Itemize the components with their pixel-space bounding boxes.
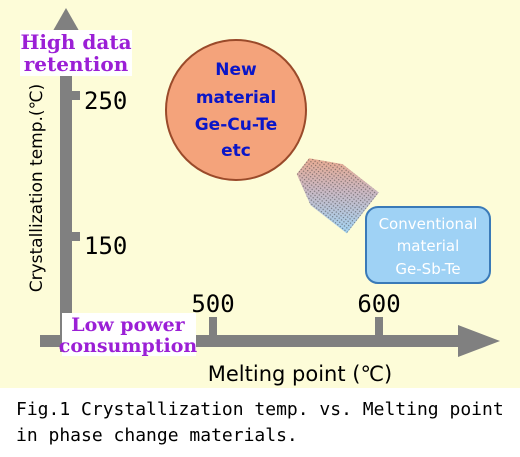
x-tick-600-mark xyxy=(375,317,383,337)
figure-caption: Fig.1 Crystallization temp. vs. Melting … xyxy=(16,397,516,449)
y-tick-150-mark xyxy=(72,232,80,241)
new-material-circle: New material Ge-Cu-Te etc xyxy=(165,39,307,181)
svg-text:etc: etc xyxy=(221,141,251,161)
diagram-svg: High data retention Low power consumptio… xyxy=(20,8,500,386)
caption-line-2: in phase change materials. xyxy=(16,425,298,446)
x-tick-500-mark xyxy=(209,317,217,337)
x-axis-arrowhead xyxy=(458,325,500,357)
svg-text:Ge-Cu-Te: Ge-Cu-Te xyxy=(195,115,278,135)
svg-text:retention: retention xyxy=(24,52,129,76)
svg-text:material: material xyxy=(196,88,276,108)
svg-text:Ge-Sb-Te: Ge-Sb-Te xyxy=(395,260,460,278)
y-axis-arrowhead xyxy=(50,8,82,36)
x-tick-500-label: 500 xyxy=(191,290,234,318)
x-tick-600-label: 600 xyxy=(357,290,400,318)
y-axis xyxy=(50,8,82,352)
caption-line-1: Fig.1 Crystallization temp. vs. Melting … xyxy=(16,399,504,420)
conventional-material-box: Conventional material Ge-Sb-Te xyxy=(365,206,491,284)
svg-text:material: material xyxy=(397,237,460,255)
y-tick-150-label: 150 xyxy=(84,232,127,260)
svg-text:consumption: consumption xyxy=(59,335,198,357)
y-axis-title: Crystallization temp.(℃) xyxy=(27,84,47,293)
svg-text:New: New xyxy=(215,60,257,80)
high-data-retention-label: High data retention xyxy=(20,30,132,76)
transition-arrow xyxy=(296,158,379,234)
svg-text:High data: High data xyxy=(20,30,131,54)
low-power-consumption-label: Low power consumption xyxy=(59,313,198,357)
y-tick-250-mark xyxy=(72,91,80,100)
x-axis-title: Melting point (℃) xyxy=(208,362,392,386)
svg-text:Conventional: Conventional xyxy=(379,215,478,233)
y-tick-250-label: 250 xyxy=(84,87,127,115)
svg-text:Low power: Low power xyxy=(71,314,185,336)
